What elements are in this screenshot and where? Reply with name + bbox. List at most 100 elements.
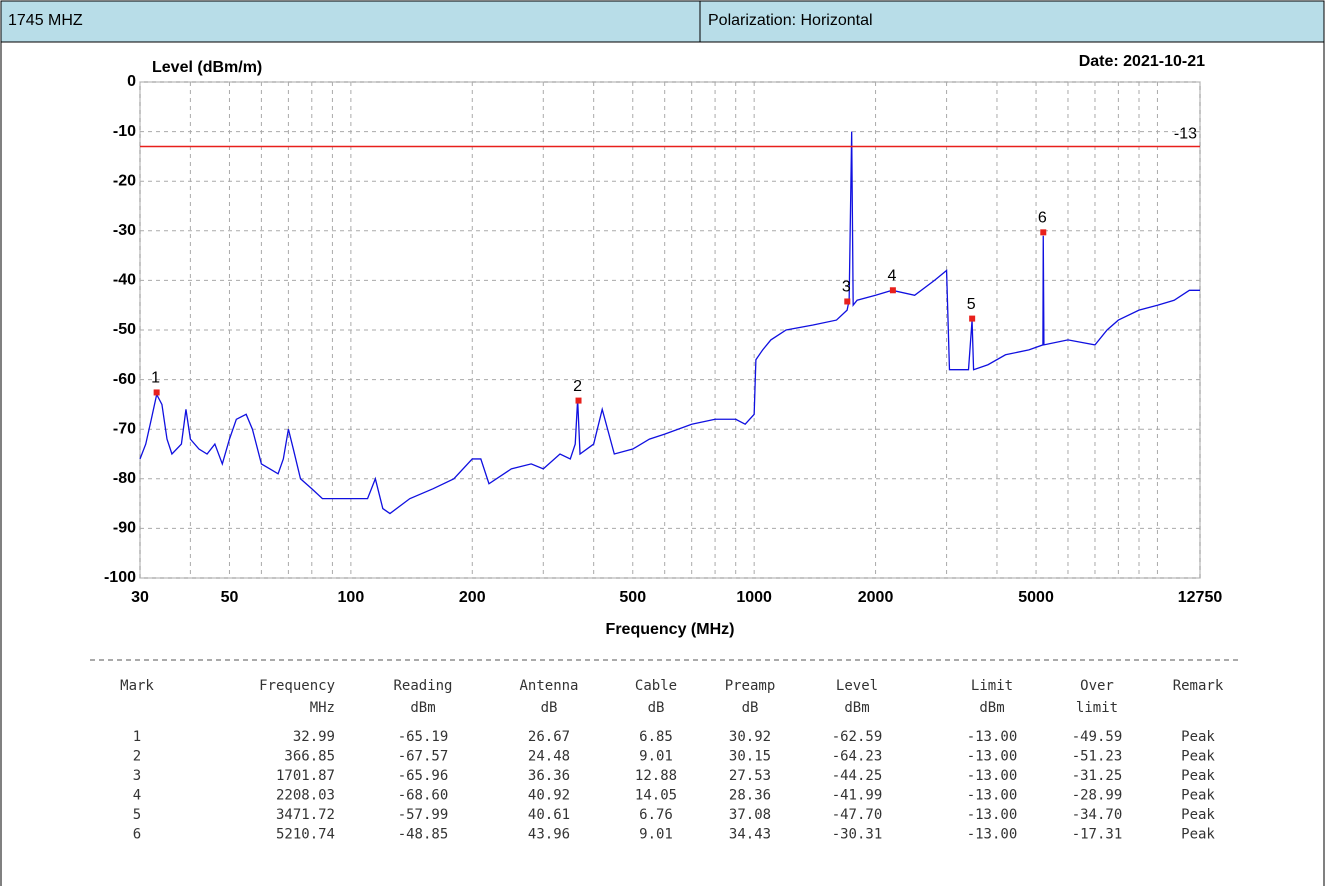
table-header: dBm <box>844 700 869 716</box>
table-cell: -17.31 <box>1072 827 1123 843</box>
y-tick-label: -80 <box>113 470 136 487</box>
y-tick-label: -30 <box>113 222 136 239</box>
y-tick-label: 0 <box>127 73 136 90</box>
marker-label: 2 <box>573 378 582 395</box>
table-cell: 3 <box>133 768 141 784</box>
y-tick-label: -100 <box>104 569 136 586</box>
table-cell: Peak <box>1181 729 1215 745</box>
table-header: Mark <box>120 678 154 694</box>
table-header: Preamp <box>725 678 776 694</box>
y-tick-label: -60 <box>113 371 136 388</box>
table-cell: -62.59 <box>832 729 883 745</box>
table-cell: 6 <box>133 827 141 843</box>
table-cell: Peak <box>1181 807 1215 823</box>
table-header: Level <box>836 678 878 694</box>
table-cell: 4 <box>133 788 141 804</box>
x-tick-label: 2000 <box>858 589 894 606</box>
y-tick-label: -40 <box>113 272 136 289</box>
table-cell: -65.19 <box>398 729 449 745</box>
x-tick-label: 200 <box>459 589 486 606</box>
header-bar <box>0 0 1325 43</box>
marker-label: 1 <box>151 370 160 387</box>
table-cell: -65.96 <box>398 768 449 784</box>
table-cell: 366.85 <box>284 749 335 765</box>
header-right: Polarization: Horizontal <box>708 12 873 29</box>
table-cell: 30.15 <box>729 749 771 765</box>
table-cell: 43.96 <box>528 827 570 843</box>
table-cell: 24.48 <box>528 749 570 765</box>
table-header: dB <box>541 700 558 716</box>
table-cell: 32.99 <box>293 729 335 745</box>
table-header: Reading <box>393 678 452 694</box>
limit-label: -13 <box>1174 126 1197 143</box>
y-tick-label: -50 <box>113 321 136 338</box>
table-cell: -44.25 <box>832 768 883 784</box>
table-cell: 1701.87 <box>276 768 335 784</box>
table-cell: 12.88 <box>635 768 677 784</box>
table-cell: 40.92 <box>528 788 570 804</box>
marker-label: 5 <box>967 296 976 313</box>
table-cell: Peak <box>1181 749 1215 765</box>
table-cell: -13.00 <box>967 749 1018 765</box>
table-header: dB <box>648 700 665 716</box>
table-cell: Peak <box>1181 768 1215 784</box>
trace <box>139 131 1200 515</box>
y-tick-label: -10 <box>113 123 136 140</box>
date: Date: 2021-10-21 <box>1079 53 1205 70</box>
table-cell: -30.31 <box>832 827 883 843</box>
marker <box>844 298 851 305</box>
table-cell: 9.01 <box>639 749 673 765</box>
y-tick-label: -20 <box>113 172 136 189</box>
table-cell: 14.05 <box>635 788 677 804</box>
table-cell: 1 <box>133 729 141 745</box>
table-cell: -68.60 <box>398 788 449 804</box>
table-cell: 26.67 <box>528 729 570 745</box>
y-tick-label: -90 <box>113 520 136 537</box>
table-cell: Peak <box>1181 827 1215 843</box>
table-cell: 3471.72 <box>276 807 335 823</box>
table-cell: Peak <box>1181 788 1215 804</box>
x-tick-label: 100 <box>338 589 365 606</box>
table-cell: 36.36 <box>528 768 570 784</box>
table-cell: -13.00 <box>967 807 1018 823</box>
table-cell: 30.92 <box>729 729 771 745</box>
table-cell: -13.00 <box>967 729 1018 745</box>
marker <box>1040 229 1047 236</box>
table-cell: 2208.03 <box>276 788 335 804</box>
table-cell: -31.25 <box>1072 768 1123 784</box>
table-cell: -13.00 <box>967 768 1018 784</box>
table-cell: -41.99 <box>832 788 883 804</box>
marker-label: 6 <box>1038 210 1047 227</box>
table-header: Limit <box>971 678 1013 694</box>
table-header: Cable <box>635 678 677 694</box>
table-header: limit <box>1076 700 1118 716</box>
table-cell: -13.00 <box>967 788 1018 804</box>
marker-label: 3 <box>842 279 851 296</box>
table-cell: -49.59 <box>1072 729 1123 745</box>
table-header: MHz <box>310 700 335 716</box>
table-cell: 9.01 <box>639 827 673 843</box>
table-header: Frequency <box>259 678 335 694</box>
y-axis-label: Level (dBm/m) <box>152 59 262 76</box>
table-cell: -28.99 <box>1072 788 1123 804</box>
x-tick-label: 12750 <box>1178 589 1223 606</box>
table-cell: -51.23 <box>1072 749 1123 765</box>
table-cell: 5210.74 <box>276 827 335 843</box>
table-cell: 28.36 <box>729 788 771 804</box>
table-cell: -34.70 <box>1072 807 1123 823</box>
table-cell: 5 <box>133 807 141 823</box>
table-cell: 27.53 <box>729 768 771 784</box>
table-cell: -64.23 <box>832 749 883 765</box>
table-cell: -67.57 <box>398 749 449 765</box>
marker <box>153 389 160 396</box>
x-tick-label: 1000 <box>736 589 772 606</box>
x-tick-label: 5000 <box>1018 589 1054 606</box>
marker <box>575 397 582 404</box>
table-header: dB <box>742 700 759 716</box>
x-tick-label: 500 <box>619 589 646 606</box>
header-left: 1745 MHZ <box>8 12 83 29</box>
table-header: Remark <box>1173 678 1224 694</box>
table-cell: 37.08 <box>729 807 771 823</box>
table-cell: -57.99 <box>398 807 449 823</box>
marker <box>969 315 976 322</box>
